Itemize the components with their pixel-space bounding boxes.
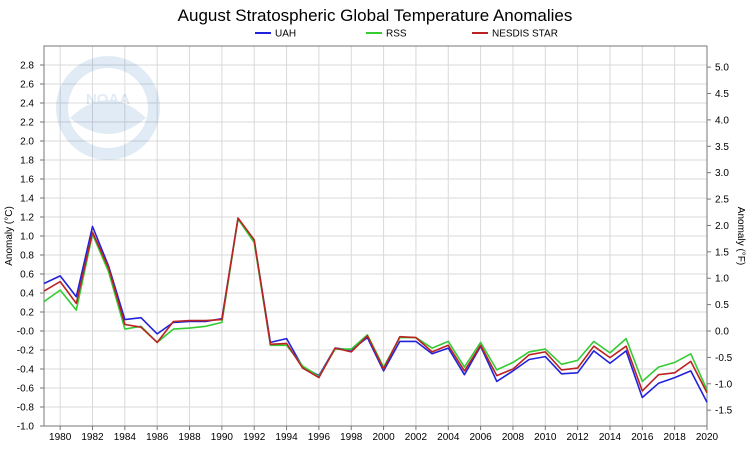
y-tick-label: 2.8 bbox=[20, 61, 34, 72]
y-tick-label: -0.6 bbox=[17, 384, 35, 395]
x-tick-label: 2020 bbox=[696, 432, 719, 443]
x-tick-label: 2004 bbox=[437, 432, 460, 443]
series-lines bbox=[43, 217, 708, 403]
y-axis-label-right: Anomaly (°F) bbox=[735, 207, 746, 265]
x-tick-label: 1980 bbox=[49, 432, 72, 443]
x-tick-label: 1994 bbox=[275, 432, 298, 443]
y-tick-label: -1.0 bbox=[17, 422, 35, 433]
y-right-tick-label: -0.5 bbox=[715, 353, 733, 364]
x-tick-label: 1988 bbox=[178, 432, 201, 443]
y-tick-label: 1.8 bbox=[20, 156, 34, 167]
left-y-axis: -1.0 -0.8 -0.6 -0.4 -0.2 -0.0 0.2 0.4 0.6 0.8 1.0 1… bbox=[17, 61, 44, 433]
x-tick-label: 1990 bbox=[211, 432, 234, 443]
x-tick-label: 1992 bbox=[243, 432, 266, 443]
chart-title: August Stratospheric Global Temperature … bbox=[178, 6, 573, 25]
x-tick-label: 1996 bbox=[308, 432, 331, 443]
y-tick-label: 2.2 bbox=[20, 118, 34, 129]
x-tick-label: 2000 bbox=[372, 432, 395, 443]
y-tick-label: 1.0 bbox=[20, 232, 34, 243]
y-tick-label: 2.4 bbox=[20, 99, 34, 110]
y-tick-label: 1.4 bbox=[20, 194, 34, 205]
y-tick-label: 0.6 bbox=[20, 270, 34, 281]
x-tick-label: 1984 bbox=[114, 432, 137, 443]
y-tick-label: 0.2 bbox=[20, 308, 34, 319]
y-tick-label: -0.4 bbox=[17, 365, 35, 376]
watermark-text: NOAA bbox=[86, 91, 130, 108]
y-right-tick-label: 4.0 bbox=[715, 115, 729, 126]
y-axis-label-left: Anomaly (°C) bbox=[4, 206, 15, 266]
series-line-nesdis-star bbox=[43, 217, 708, 394]
y-tick-label: 0.4 bbox=[20, 289, 34, 300]
x-tick-label: 2008 bbox=[502, 432, 525, 443]
legend-label: NESDIS STAR bbox=[492, 29, 558, 40]
y-tick-label: 2.6 bbox=[20, 80, 34, 91]
x-tick-label: 2016 bbox=[631, 432, 654, 443]
y-tick-label: 1.6 bbox=[20, 175, 34, 186]
x-tick-label: 1998 bbox=[340, 432, 363, 443]
x-tick-label: 2010 bbox=[534, 432, 557, 443]
x-tick-label: 2006 bbox=[469, 432, 492, 443]
y-right-tick-label: 5.0 bbox=[715, 63, 729, 74]
y-right-tick-label: -1.0 bbox=[715, 379, 733, 390]
y-tick-label: -0.0 bbox=[17, 327, 35, 338]
legend: UAH RSS NESDIS STAR bbox=[255, 29, 558, 40]
y-right-tick-label: 0.5 bbox=[715, 300, 729, 311]
y-right-tick-label: 1.0 bbox=[715, 274, 729, 285]
y-right-tick-label: -1.5 bbox=[715, 406, 733, 417]
x-tick-label: 2012 bbox=[567, 432, 590, 443]
x-tick-label: 2018 bbox=[664, 432, 687, 443]
x-axis: 1980 1982 1984 1986 1988 1990 1992 1994 1996 1998… bbox=[49, 426, 719, 443]
legend-label: UAH bbox=[275, 29, 296, 40]
series-line-uah bbox=[43, 218, 708, 403]
x-tick-label: 1982 bbox=[81, 432, 104, 443]
y-tick-label: 1.2 bbox=[20, 213, 34, 224]
x-tick-label: 1986 bbox=[146, 432, 169, 443]
right-y-axis: -1.5 -1.0 -0.5 0.0 0.5 1.0 1.5 2.0 2.5 3.0 3.5 4.0 4… bbox=[707, 63, 733, 417]
legend-label: RSS bbox=[386, 29, 407, 40]
x-tick-label: 2014 bbox=[599, 432, 622, 443]
y-tick-label: 0.8 bbox=[20, 251, 34, 262]
noaa-logo-watermark: NOAA bbox=[56, 56, 160, 160]
y-right-tick-label: 1.5 bbox=[715, 247, 729, 258]
y-right-tick-label: 2.5 bbox=[715, 195, 729, 206]
y-tick-label: 2.0 bbox=[20, 137, 34, 148]
y-tick-label: -0.2 bbox=[17, 346, 35, 357]
y-right-tick-label: 3.0 bbox=[715, 168, 729, 179]
y-right-tick-label: 0.0 bbox=[715, 327, 729, 338]
y-right-tick-label: 4.5 bbox=[715, 89, 729, 100]
y-right-tick-label: 2.0 bbox=[715, 221, 729, 232]
series-line-rss bbox=[43, 218, 708, 391]
y-tick-label: -0.8 bbox=[17, 403, 35, 414]
y-right-tick-label: 3.5 bbox=[715, 142, 729, 153]
x-tick-label: 2002 bbox=[405, 432, 428, 443]
